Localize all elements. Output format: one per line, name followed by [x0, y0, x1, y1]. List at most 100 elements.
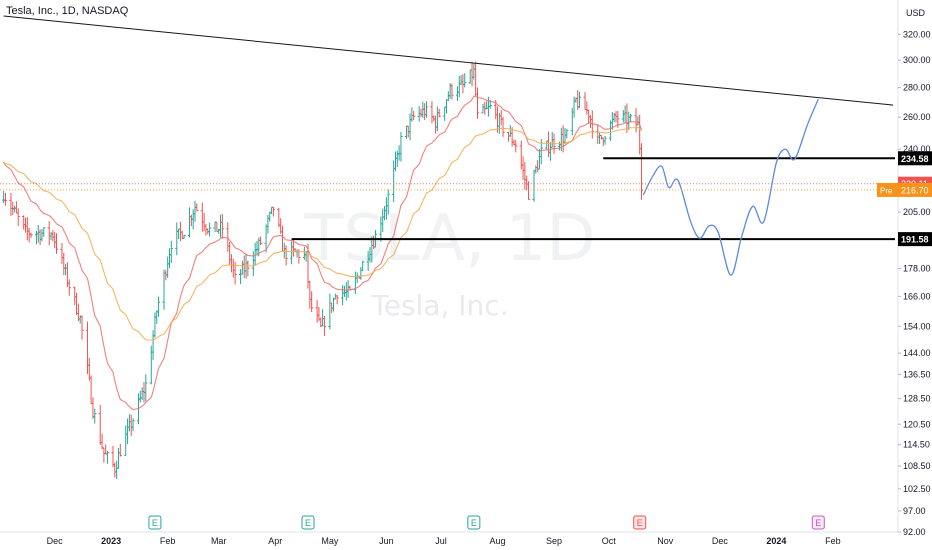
y-tick-label: 136.50	[903, 369, 931, 379]
ohlc-bar	[218, 214, 223, 238]
ohlc-bar	[443, 106, 447, 121]
ohlc-bar	[16, 208, 20, 226]
ohlc-bar	[537, 149, 542, 170]
watermark-name: Tesla, Inc.	[370, 289, 508, 322]
ohlc-bar	[53, 231, 57, 249]
ohlc-bar	[38, 229, 42, 246]
ohlc-bar	[545, 140, 549, 150]
y-tick-label: 97.00	[903, 506, 926, 516]
ohlc-bar	[131, 418, 135, 432]
ohlc-bar	[525, 175, 529, 191]
ohlc-bar	[238, 269, 243, 285]
ohlc-bar	[74, 292, 79, 316]
ohlc-bar	[129, 414, 133, 437]
x-tick-label: Aug	[490, 536, 506, 546]
ohlc-bar	[73, 286, 77, 306]
ohlc-bar	[395, 150, 399, 168]
ohlc-bar	[207, 222, 212, 237]
y-tick-label: 260.00	[903, 112, 931, 122]
ohlc-bar	[93, 408, 97, 424]
ohlc-bar	[322, 315, 327, 337]
ohlc-bar	[508, 125, 512, 137]
ohlc-bar	[598, 132, 602, 144]
ohlc-bar	[404, 125, 409, 139]
y-tick-label: 320.00	[903, 29, 931, 39]
ohlc-bar	[282, 242, 286, 259]
ohlc-bar	[105, 450, 110, 464]
ohlc-bar	[583, 92, 587, 110]
ohlc-bar	[481, 103, 485, 114]
ohlc-bar	[36, 225, 40, 243]
ohlc-bar	[472, 63, 476, 80]
ohlc-bar	[386, 189, 390, 215]
ohlc-bar	[548, 142, 552, 161]
ohlc-bar	[64, 264, 68, 276]
ohlc-bar	[259, 236, 263, 246]
pre-price-label: 216.70	[901, 185, 929, 195]
ohlc-bar	[457, 76, 461, 98]
earnings-marker-label: E	[305, 518, 311, 528]
ohlc-bar	[202, 212, 206, 232]
ohlc-bar	[315, 300, 319, 323]
y-tick-label: 166.00	[903, 291, 931, 301]
ohlc-bar	[226, 222, 230, 252]
y-tick-label: 128.50	[903, 394, 931, 404]
ohlc-bar	[461, 74, 465, 94]
ohlc-bar	[424, 101, 429, 118]
ohlc-bar	[9, 192, 13, 217]
ohlc-bar	[100, 433, 104, 450]
x-tick-label: Nov	[657, 536, 674, 546]
ohlc-bar	[113, 462, 117, 478]
ohlc-bar	[627, 111, 631, 131]
ohlc-bar	[455, 86, 460, 101]
level-value-label: 191.58	[901, 235, 929, 245]
ohlc-bar	[499, 110, 503, 126]
ohlc-bar	[585, 101, 589, 115]
ohlc-bar	[346, 280, 350, 298]
ohlc-bars	[2, 61, 644, 479]
ohlc-bar	[430, 101, 434, 124]
ohlc-bar	[295, 249, 299, 258]
x-tick-label: May	[321, 536, 339, 546]
ohlc-bar	[111, 446, 115, 468]
ohlc-bar	[189, 214, 193, 227]
ohlc-bar	[463, 73, 467, 88]
ohlc-bar	[151, 330, 155, 360]
ohlc-bar	[320, 309, 325, 327]
ohlc-bar	[639, 143, 644, 200]
ohlc-bar	[536, 160, 540, 173]
ohlc-bar	[628, 113, 633, 123]
x-tick-label: Dec	[712, 536, 729, 546]
ohlc-bar	[228, 241, 232, 265]
earnings-marker-label: E	[471, 518, 477, 528]
ohlc-bar	[412, 110, 416, 121]
ohlc-bar	[634, 108, 638, 133]
ohlc-bar	[596, 124, 600, 145]
pre-price-box	[898, 182, 932, 197]
ohlc-bar	[200, 202, 204, 232]
ohlc-bar	[392, 160, 396, 202]
ohlc-bar	[242, 255, 246, 278]
ohlc-bar	[169, 240, 173, 264]
ohlc-bar	[333, 293, 337, 300]
ohlc-bar	[361, 260, 365, 271]
x-tick-label: Sep	[546, 536, 562, 546]
x-tick-label: Jul	[435, 536, 447, 546]
ohlc-bar	[98, 404, 102, 445]
ohlc-bar	[167, 248, 172, 269]
ohlc-bar	[310, 291, 314, 313]
earnings-marker-label: E	[152, 518, 158, 528]
ohlc-bar	[166, 256, 170, 278]
ohlc-bar	[118, 443, 122, 457]
ohlc-bar	[42, 227, 46, 237]
ohlc-bar	[450, 83, 454, 100]
ohlc-bar	[588, 115, 593, 128]
moving-average-slow	[3, 126, 642, 341]
ohlc-bar	[284, 245, 288, 266]
ohlc-bar	[22, 215, 26, 230]
ohlc-bar	[399, 131, 403, 162]
currency-label: USD	[906, 8, 926, 18]
ohlc-bar	[34, 230, 39, 245]
ohlc-bar	[62, 252, 66, 276]
